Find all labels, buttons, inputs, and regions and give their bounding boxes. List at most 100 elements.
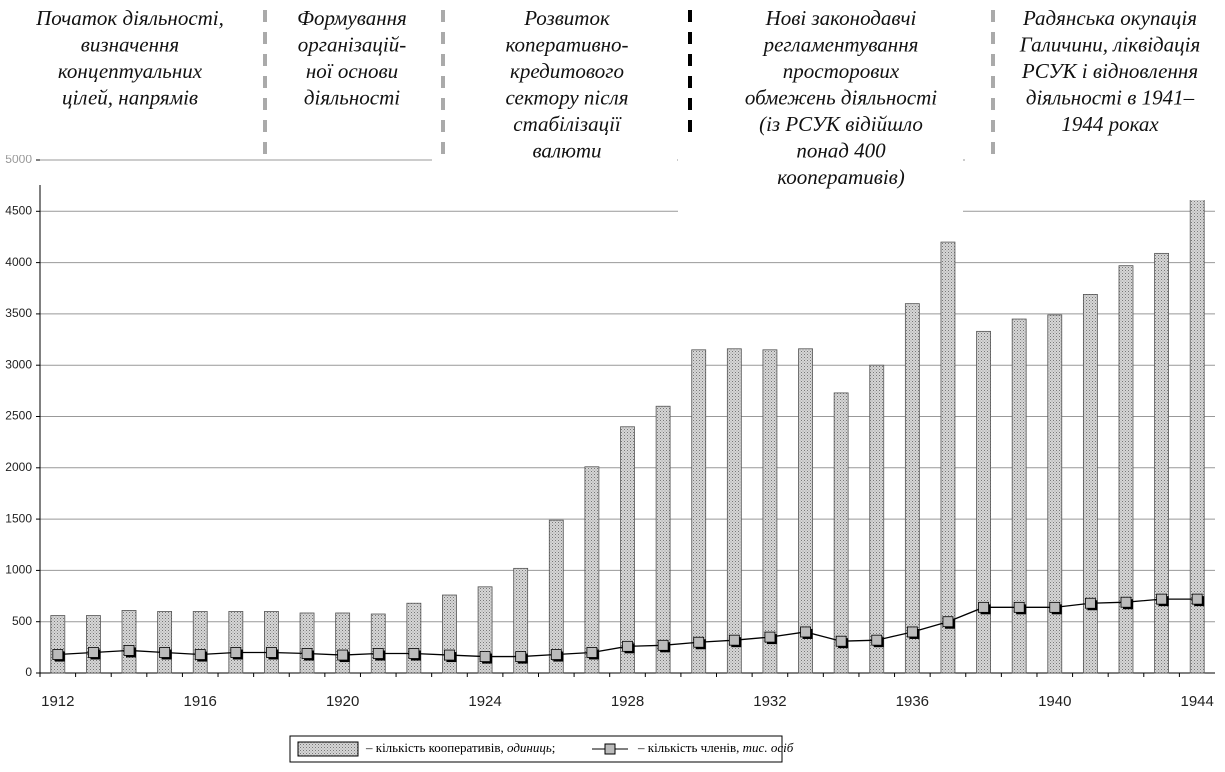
marker — [408, 648, 420, 659]
annotation: цілей, напрямів — [62, 85, 198, 109]
bar — [406, 602, 422, 674]
bar — [157, 611, 173, 674]
x-tick-label: 1920 — [326, 693, 359, 710]
annotation: РСУК і відновлення — [1021, 59, 1198, 83]
bar — [192, 611, 208, 674]
y-tick-label: 1000 — [5, 563, 32, 577]
annotation: визначення — [81, 32, 179, 56]
annotation-bg — [432, 0, 677, 210]
annotation: кредитового — [510, 59, 624, 83]
bar — [548, 519, 564, 674]
y-tick-label: 0 — [25, 665, 32, 679]
marker — [159, 647, 171, 658]
marker — [1084, 597, 1096, 609]
bar — [228, 611, 244, 674]
y-tick-label: 2000 — [5, 460, 32, 474]
annotation: кооперативів) — [777, 165, 905, 189]
marker — [978, 601, 989, 613]
annotation: валюти — [532, 138, 601, 162]
marker — [550, 649, 562, 660]
y-tick-label: 4000 — [5, 255, 32, 269]
annotation: 1944 роках — [1061, 112, 1159, 136]
y-tick-label: 4500 — [5, 203, 32, 217]
bar — [940, 241, 956, 674]
x-tick-label: 1932 — [753, 693, 786, 710]
annotation: ної основи — [306, 59, 398, 83]
x-tick-label: 1936 — [896, 693, 929, 710]
marker — [800, 626, 811, 638]
bar — [869, 364, 885, 674]
marker — [88, 647, 99, 658]
annotation: Розвиток — [523, 6, 610, 30]
bar — [620, 426, 635, 674]
marker — [1013, 601, 1025, 613]
svg-text:– кількість членів, тис. осіб: – кількість членів, тис. осіб — [637, 740, 794, 755]
marker — [1191, 593, 1203, 605]
marker — [586, 647, 598, 658]
marker — [444, 649, 455, 661]
bar — [50, 615, 66, 674]
bar — [513, 567, 529, 674]
y-tick-label: 3000 — [5, 357, 32, 371]
bar — [1154, 252, 1169, 674]
bar — [335, 612, 351, 674]
bar — [904, 303, 920, 674]
annotation: Нові законодавчі — [765, 6, 917, 30]
legend-label: кількість кооперативів — [376, 740, 501, 755]
marker — [1120, 596, 1132, 608]
x-tick-label: 1944 — [1181, 693, 1214, 710]
bar — [726, 348, 742, 674]
bar — [1047, 314, 1063, 674]
marker — [942, 616, 954, 628]
annotation: організацій- — [298, 32, 406, 56]
annotation: (із РСУК відійшло — [759, 112, 923, 136]
bar — [1082, 294, 1098, 674]
legend: – кількість кооперативів, одиниць; – кіл… — [289, 735, 794, 763]
annotation-bg — [0, 0, 255, 155]
x-tick-label: 1916 — [184, 693, 217, 710]
annotation: Галичини, ліквідація — [1019, 32, 1201, 56]
legend-unit: тис. осіб — [743, 740, 794, 755]
bar — [833, 392, 849, 674]
bar — [264, 611, 279, 674]
marker — [515, 651, 527, 662]
y-tick-label: 5000 — [5, 152, 32, 166]
x-tick-label: 1940 — [1038, 693, 1071, 710]
bar — [584, 466, 600, 674]
bar — [121, 610, 137, 674]
marker — [764, 631, 776, 643]
annotation: Радянська окупація — [1022, 6, 1197, 30]
period-separators — [263, 10, 995, 160]
annotation: коперативно- — [505, 32, 628, 56]
bar — [691, 349, 707, 674]
annotation-bg — [678, 0, 963, 230]
marker — [622, 640, 633, 652]
bar — [762, 349, 778, 674]
marker — [871, 634, 883, 646]
annotation: сектору після — [506, 85, 629, 109]
bar — [1118, 265, 1134, 674]
marker — [479, 651, 491, 662]
annotation: концептуальних — [58, 59, 203, 83]
bar — [86, 615, 101, 674]
annotation-bg — [258, 0, 438, 155]
annotation: Початок діяльності, — [35, 6, 224, 30]
bar — [976, 330, 991, 674]
annotation-bg — [965, 0, 1225, 200]
marker — [52, 649, 64, 660]
y-tick-label: 2500 — [5, 409, 32, 423]
marker — [266, 647, 277, 658]
bar — [655, 405, 671, 674]
marker — [1049, 601, 1061, 613]
bar — [1011, 318, 1027, 674]
annotation: стабілізації — [513, 112, 622, 136]
bar — [299, 612, 315, 674]
annotation: просторових — [783, 59, 900, 83]
annotation: понад 400 — [796, 138, 886, 162]
y-tick-label: 500 — [12, 614, 32, 628]
marker — [693, 636, 705, 648]
marker — [728, 634, 740, 646]
svg-text:– кількість кооперативів, один: – кількість кооперативів, одиниць; — [365, 740, 555, 755]
marker — [301, 648, 313, 659]
